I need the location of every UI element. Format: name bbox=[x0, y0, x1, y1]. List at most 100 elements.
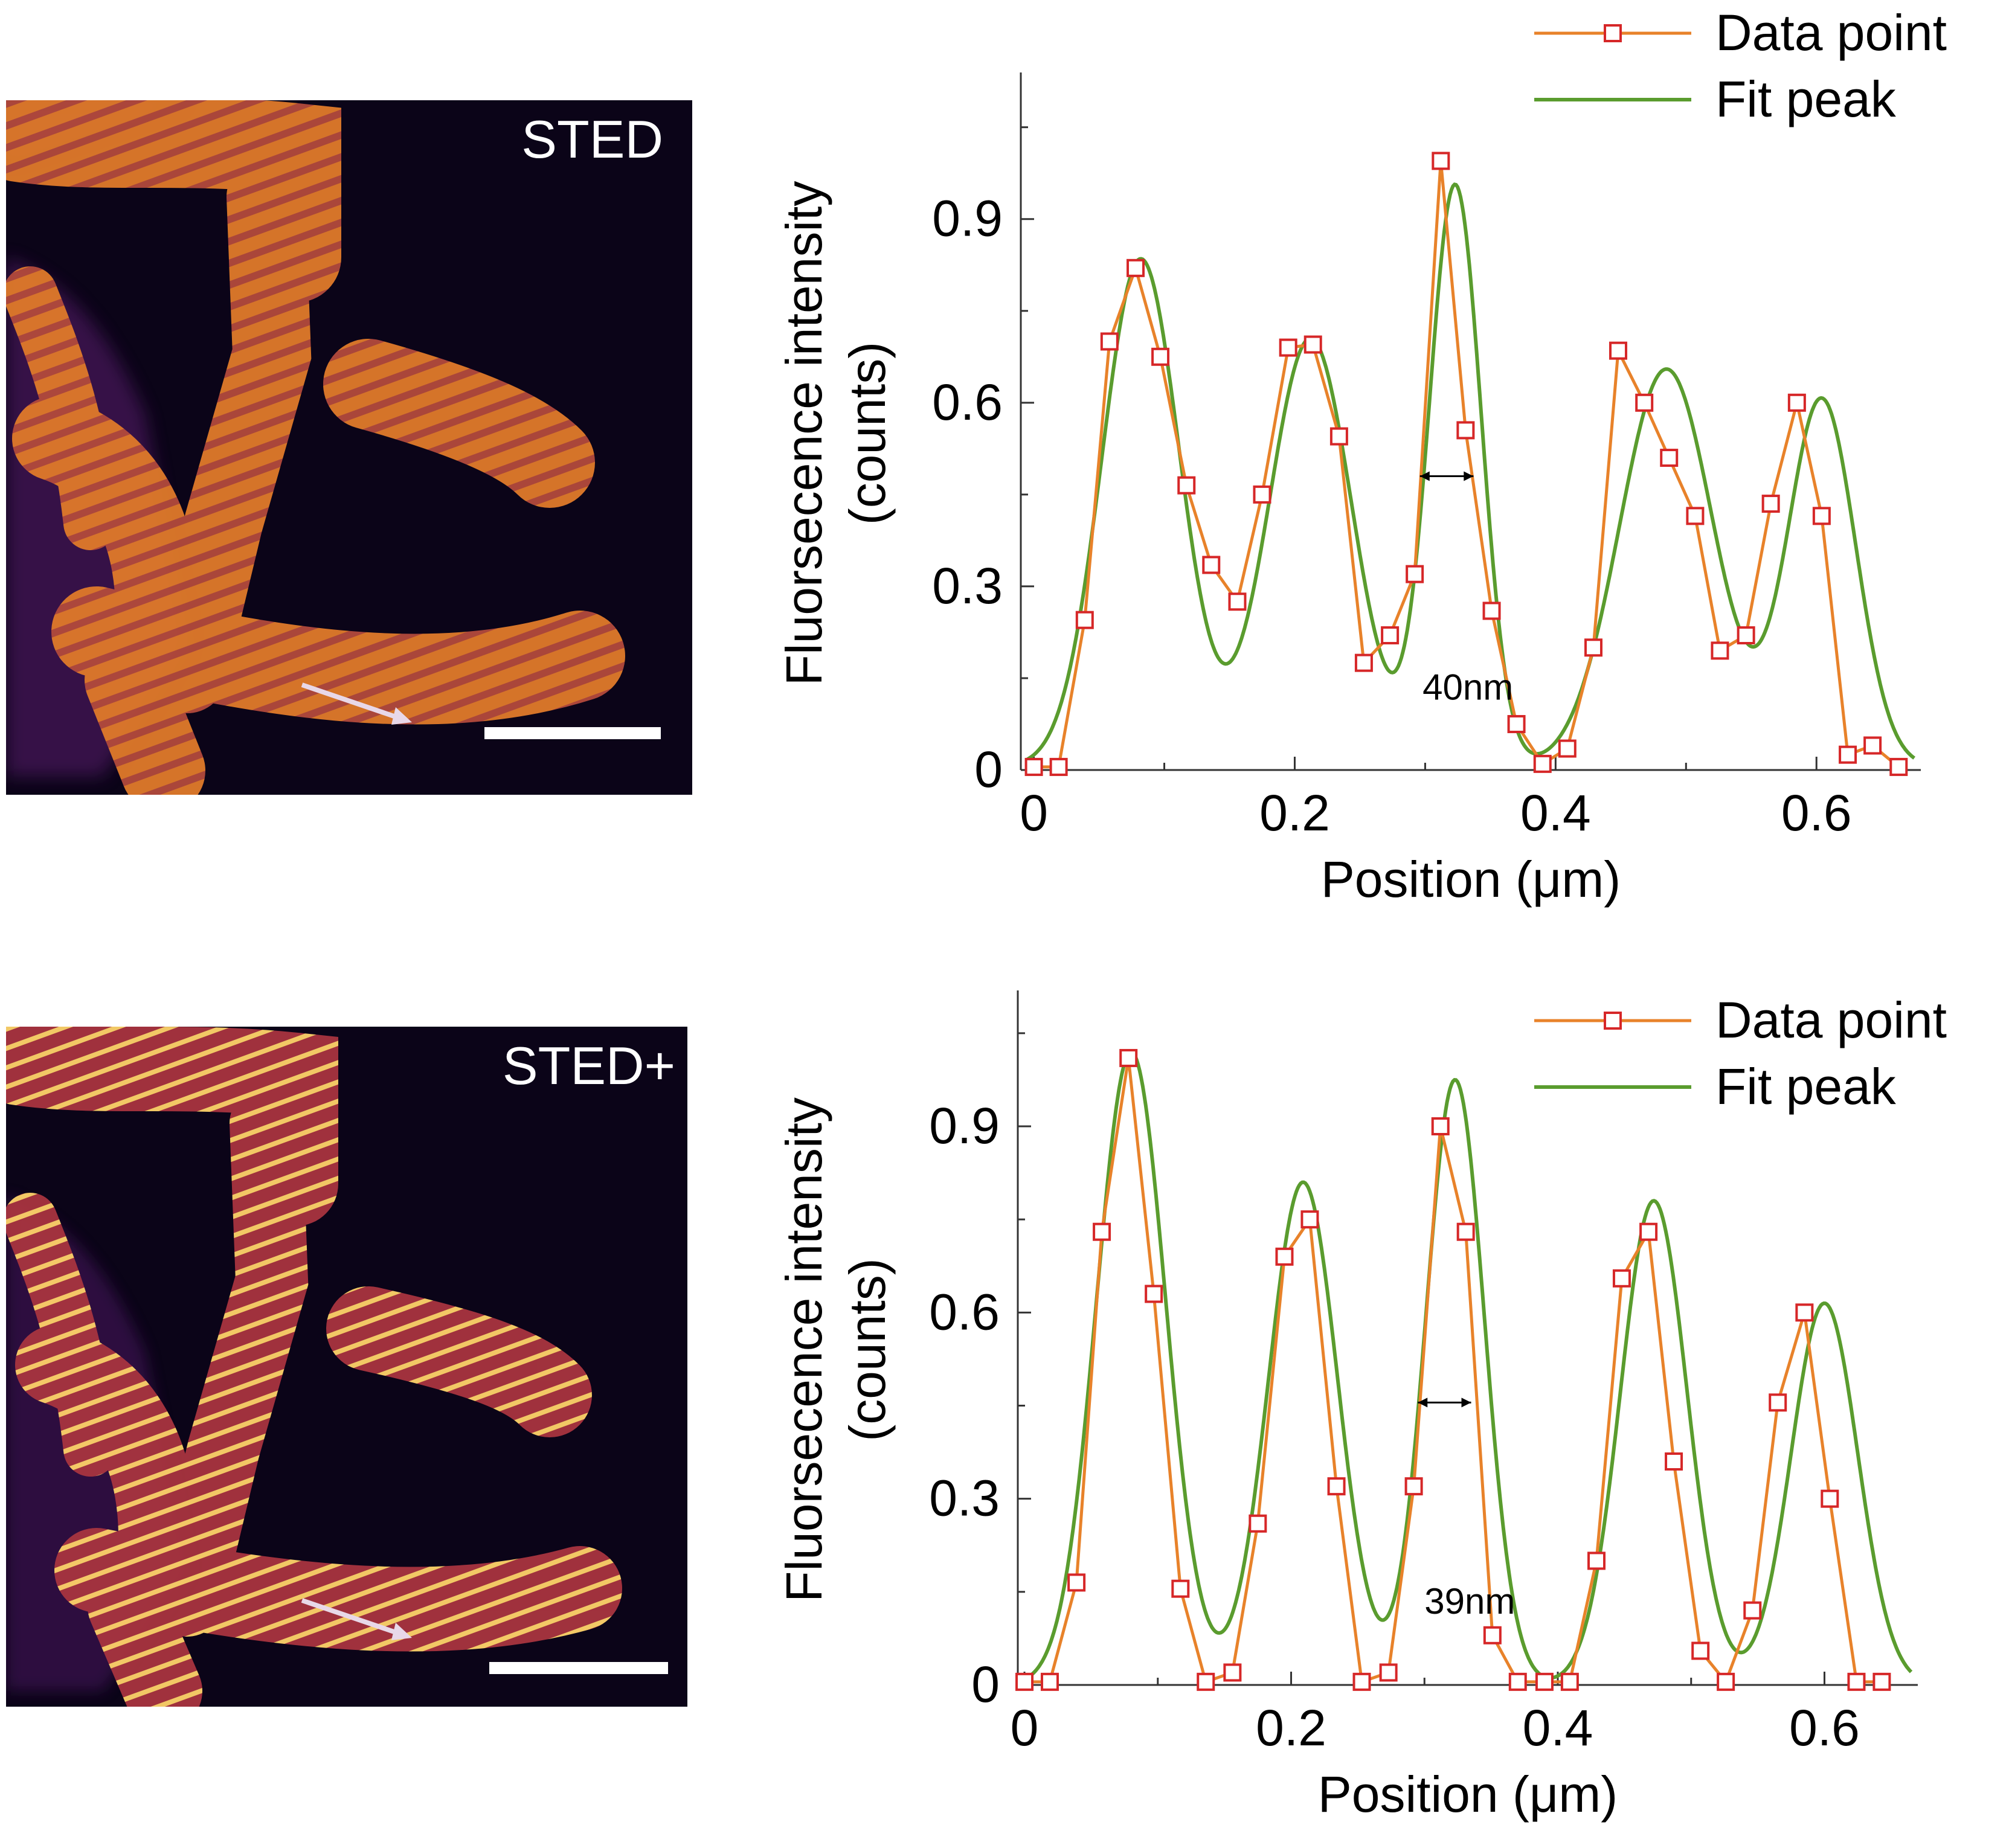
data-point-marker bbox=[1612, 1269, 1631, 1288]
y-axis-label-units: (counts) bbox=[839, 342, 896, 525]
data-point-marker bbox=[1171, 1579, 1190, 1598]
data-point-marker bbox=[1275, 1247, 1294, 1266]
data-point-marker bbox=[1432, 152, 1450, 170]
scale-bar bbox=[484, 727, 661, 739]
data-point-marker bbox=[1329, 427, 1348, 446]
data-point-marker bbox=[1015, 1672, 1034, 1691]
data-point-marker bbox=[1067, 1573, 1086, 1592]
intensity-profile-chart-sted-plus: 0 0.2 0.4 0.6 0 0.3 0.6 0.9 Position (μm) Fluorse… bbox=[776, 990, 1947, 1823]
x-tick-label: 0.2 bbox=[1259, 784, 1330, 841]
data-point-marker bbox=[1737, 626, 1755, 644]
data-point-marker bbox=[1431, 1117, 1450, 1135]
data-point-marker bbox=[1300, 1210, 1319, 1229]
fwhm-annotation: 39nm bbox=[1424, 1581, 1515, 1622]
data-point-marker bbox=[1587, 1551, 1606, 1570]
data-point-marker bbox=[1889, 757, 1908, 776]
x-axis-label: Position (μm) bbox=[1321, 851, 1621, 908]
data-point-marker bbox=[1177, 476, 1196, 495]
data-point-marker bbox=[1847, 1672, 1866, 1691]
y-tick-label: 0.3 bbox=[932, 557, 1003, 614]
data-point-marker bbox=[1223, 1663, 1242, 1682]
data-point-marker bbox=[1483, 1626, 1502, 1644]
scale-bar bbox=[489, 1662, 668, 1674]
data-point-marker bbox=[1812, 507, 1831, 525]
x-tick-label: 0.6 bbox=[1789, 1699, 1860, 1756]
data-point-marker bbox=[1381, 626, 1400, 644]
data-point-marker bbox=[1558, 739, 1577, 758]
sted-plus-image: STED+ bbox=[6, 1027, 687, 1707]
intensity-profile-chart-sted: 0 0.2 0.4 0.6 0 0.3 0.6 0.9 Position (μm) Fluorse… bbox=[776, 4, 1947, 908]
x-tick-label: 0.2 bbox=[1256, 1699, 1326, 1756]
data-point-marker bbox=[1040, 1672, 1059, 1691]
data-point-marker bbox=[1787, 393, 1806, 412]
data-point-marker bbox=[1202, 556, 1221, 574]
data-point-marker bbox=[1639, 1222, 1658, 1241]
data-point-marker bbox=[1609, 341, 1628, 360]
data-point-marker bbox=[1761, 495, 1780, 513]
data-point-marker bbox=[1303, 335, 1322, 354]
data-point-marker bbox=[1711, 641, 1729, 660]
data-point-marker bbox=[1584, 638, 1602, 657]
x-axis-label: Position (μm) bbox=[1318, 1766, 1618, 1823]
data-point-marker bbox=[1795, 1303, 1814, 1322]
fwhm-arrowhead-left bbox=[1418, 1397, 1428, 1408]
data-point-line bbox=[1024, 1057, 1882, 1685]
data-point-marker bbox=[1769, 1393, 1787, 1412]
data-point-marker bbox=[1327, 1477, 1346, 1496]
data-point-marker bbox=[1354, 653, 1373, 672]
data-point-marker bbox=[1145, 1285, 1163, 1303]
x-tick-label: 0 bbox=[1011, 1699, 1039, 1756]
legend-fit-label: Fit peak bbox=[1715, 1058, 1897, 1115]
sted-image: STED bbox=[6, 100, 692, 795]
data-point-marker bbox=[1279, 338, 1297, 357]
image-label-sted-plus: STED+ bbox=[502, 1036, 675, 1096]
data-point-marker bbox=[1100, 332, 1119, 351]
data-point-marker bbox=[1863, 736, 1882, 755]
legend-data-label: Data point bbox=[1715, 4, 1947, 61]
data-point-marker bbox=[1151, 347, 1170, 366]
fwhm-arrowhead-left bbox=[1419, 471, 1430, 481]
data-point-marker bbox=[1717, 1672, 1735, 1691]
data-point-marker bbox=[1119, 1048, 1138, 1067]
data-point-marker bbox=[1821, 1489, 1839, 1508]
data-point-marker bbox=[1406, 565, 1424, 583]
data-point-marker bbox=[1228, 592, 1247, 611]
data-point-marker bbox=[1075, 611, 1094, 629]
y-tick-label: 0.3 bbox=[929, 1470, 1000, 1527]
data-point-marker bbox=[1660, 449, 1679, 467]
data-point-marker bbox=[1197, 1672, 1215, 1691]
legend-data-marker bbox=[1604, 1012, 1622, 1030]
legend-fit-label: Fit peak bbox=[1715, 71, 1897, 127]
data-point-marker bbox=[1249, 1514, 1267, 1533]
y-tick-label: 0.6 bbox=[932, 374, 1003, 431]
data-point-marker bbox=[1691, 1641, 1710, 1660]
data-point-marker bbox=[1508, 1672, 1527, 1691]
y-axis-label-units: (counts) bbox=[839, 1258, 896, 1441]
y-axis-label: Fluorsecence intensity bbox=[776, 181, 832, 686]
data-point-marker bbox=[1686, 507, 1705, 525]
data-point-marker bbox=[1456, 421, 1475, 440]
data-point-marker bbox=[1872, 1672, 1891, 1691]
data-point-marker bbox=[1404, 1477, 1423, 1496]
x-tick-label: 0.4 bbox=[1520, 784, 1591, 841]
y-tick-label: 0.9 bbox=[929, 1097, 1000, 1154]
data-point-marker bbox=[1253, 485, 1271, 504]
data-point-marker bbox=[1049, 757, 1068, 776]
y-tick-label: 0.9 bbox=[932, 190, 1003, 247]
data-point-marker bbox=[1560, 1672, 1579, 1691]
data-point-marker bbox=[1352, 1672, 1371, 1691]
fwhm-arrowhead-right bbox=[1461, 1397, 1471, 1408]
data-point-marker bbox=[1665, 1452, 1683, 1471]
data-point-marker bbox=[1482, 602, 1501, 620]
fwhm-arrowhead-right bbox=[1464, 471, 1474, 481]
fit-peak-line bbox=[1023, 1050, 1913, 1681]
data-point-marker bbox=[1839, 745, 1857, 764]
data-point-marker bbox=[1743, 1601, 1762, 1620]
x-tick-label: 0 bbox=[1020, 784, 1048, 841]
x-tick-label: 0.6 bbox=[1781, 784, 1852, 841]
fwhm-annotation: 40nm bbox=[1422, 667, 1513, 707]
data-point-marker bbox=[1093, 1222, 1111, 1241]
fit-peak-line bbox=[1026, 182, 1915, 761]
data-point-marker bbox=[1533, 754, 1552, 773]
sted-micrograph bbox=[6, 100, 692, 795]
